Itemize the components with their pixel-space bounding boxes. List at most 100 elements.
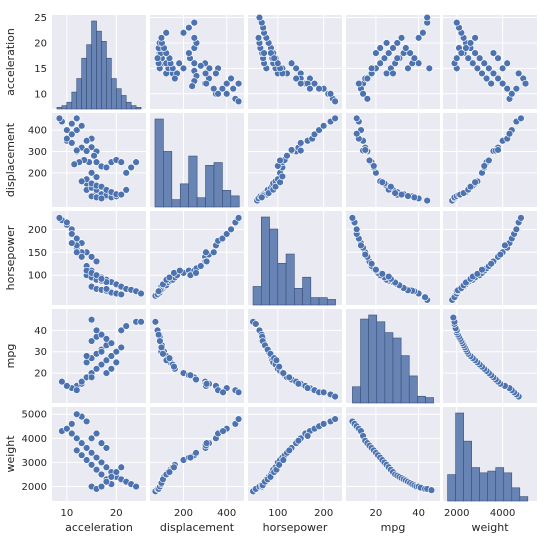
scatter-point xyxy=(87,461,96,469)
scatter-point xyxy=(157,34,166,42)
scatter-point xyxy=(117,463,125,471)
histogram-bar-mpg xyxy=(408,375,418,404)
scatter-point xyxy=(90,152,98,160)
histogram-bar-acceleration xyxy=(76,78,82,110)
scatter-point xyxy=(107,352,116,360)
scatter-point xyxy=(376,59,384,67)
histogram-bar-acceleration xyxy=(91,20,97,110)
scatter-point xyxy=(425,64,434,73)
scatter-point xyxy=(97,360,106,369)
scatter-point xyxy=(258,193,266,202)
scatter-point xyxy=(58,377,66,386)
scatter-point xyxy=(494,54,502,62)
scatter-point xyxy=(73,248,81,256)
scatter-point xyxy=(352,114,361,123)
scatter-point xyxy=(397,34,406,42)
histogram-bar-weight xyxy=(455,412,464,502)
x-axis-label-displacement: displacement xyxy=(160,521,235,534)
scatter-point xyxy=(97,458,106,467)
histogram-bar-acceleration xyxy=(71,91,78,110)
histogram-bar-acceleration xyxy=(111,78,117,110)
scatter-point xyxy=(498,79,507,88)
scatter-point xyxy=(162,29,170,37)
histogram-bar-acceleration xyxy=(56,107,63,110)
scatter-point xyxy=(271,183,280,191)
histogram-bar-weight xyxy=(471,467,480,502)
panel-mpg-vs-mpg xyxy=(346,309,440,404)
scatter-point xyxy=(297,146,305,155)
scatter-point xyxy=(275,461,283,469)
scatter-point xyxy=(480,59,488,67)
scatter-point xyxy=(112,348,121,356)
scatter-point xyxy=(97,330,106,339)
scatter-point xyxy=(63,218,71,227)
scatter-point xyxy=(505,130,514,138)
y-tick-label: 20 xyxy=(34,38,47,49)
scatter-point xyxy=(214,90,222,98)
scatter-point xyxy=(192,375,200,384)
scatter-point xyxy=(487,260,495,268)
scatter-point xyxy=(254,34,263,42)
scatter-point xyxy=(385,272,393,281)
scatter-point xyxy=(475,54,484,62)
scatter-point xyxy=(212,69,220,78)
scatter-point xyxy=(423,196,431,205)
scatter-point xyxy=(223,90,231,98)
histogram-bar-mpg xyxy=(352,386,361,404)
y-tick-label: 10 xyxy=(34,89,47,100)
scatter-point xyxy=(359,90,367,98)
scatter-point xyxy=(97,439,106,447)
histogram-bar-acceleration xyxy=(101,41,107,110)
scatter-point xyxy=(102,463,111,471)
histogram-bar-acceleration xyxy=(120,95,127,110)
scatter-point xyxy=(197,62,205,70)
scatter-point xyxy=(190,18,198,27)
scatter-point xyxy=(287,59,296,67)
scatter-point xyxy=(68,420,76,428)
scatter-point xyxy=(176,266,184,275)
scatter-point xyxy=(462,44,470,52)
x-tick-label: 400 xyxy=(217,508,236,519)
scatter-point xyxy=(297,79,305,88)
scatter-point xyxy=(397,190,406,199)
scatter-point xyxy=(102,163,111,172)
scatter-point xyxy=(315,126,323,134)
scatter-point xyxy=(331,97,339,106)
histogram-bar-horsepower xyxy=(260,216,270,306)
scatter-point xyxy=(132,482,140,491)
scatter-point xyxy=(202,380,211,388)
scatter-point xyxy=(87,169,96,177)
scatter-point xyxy=(514,69,523,78)
y-tick-label: 3000 xyxy=(22,458,47,469)
scatter-point xyxy=(73,446,81,455)
y-axis-label-acceleration: acceleration xyxy=(4,28,17,96)
scatter-point xyxy=(186,371,195,379)
scatter-point xyxy=(517,214,525,222)
histogram-bar-mpg xyxy=(417,395,426,404)
scatter-point xyxy=(419,29,427,37)
panel-acceleration-vs-weight xyxy=(443,15,537,109)
scatter-point xyxy=(473,64,482,73)
scatter-point xyxy=(315,84,323,93)
panel-displacement-vs-acceleration xyxy=(52,113,146,207)
histogram-bar-mpg xyxy=(376,321,386,404)
scatter-point xyxy=(190,59,198,67)
scatter-point xyxy=(227,225,235,234)
panel-weight-vs-acceleration xyxy=(52,407,146,501)
scatter-point xyxy=(197,262,205,270)
scatter-point xyxy=(92,429,101,438)
histogram-bar-displacement xyxy=(230,195,240,208)
scatter-point xyxy=(234,97,243,106)
x-axis-label-horsepower: horsepower xyxy=(263,521,328,534)
scatter-point xyxy=(68,119,76,128)
panel-acceleration-vs-horsepower xyxy=(248,13,342,109)
scatter-point xyxy=(102,444,111,452)
scatter-point xyxy=(165,273,174,282)
scatter-point xyxy=(107,339,116,347)
scatter-point xyxy=(137,289,145,298)
histogram-bar-displacement xyxy=(196,197,206,208)
histogram-bar-displacement xyxy=(188,155,198,208)
scatter-point xyxy=(117,158,125,166)
scatter-point xyxy=(319,388,328,397)
y-tick-label: 200 xyxy=(28,225,47,236)
